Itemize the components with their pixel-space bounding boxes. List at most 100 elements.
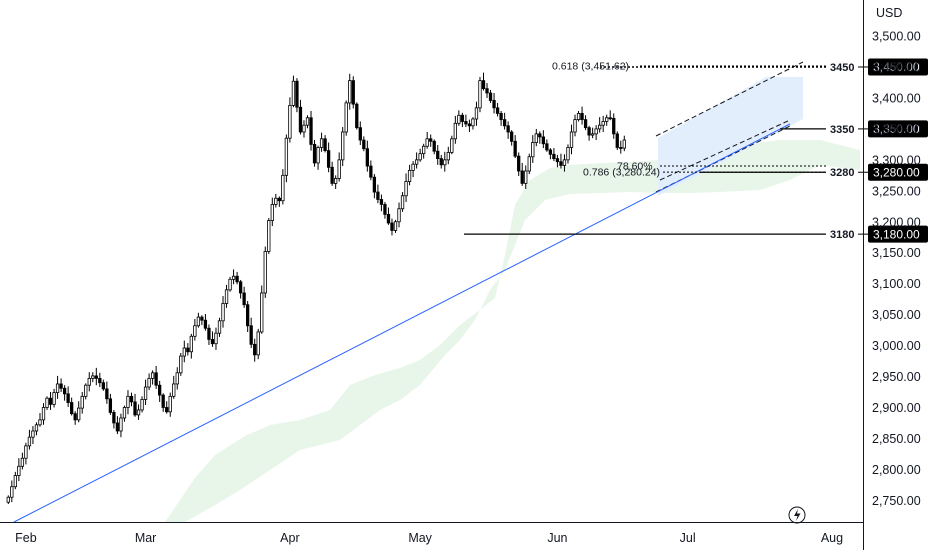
candle-body-up <box>214 332 218 345</box>
candle-body-down <box>379 199 384 205</box>
y-tick-label: 3,350.00 <box>872 122 921 136</box>
candle-body-up <box>573 119 577 133</box>
level-3180: 3180 3,180.00 <box>464 225 928 243</box>
candle-body-down <box>200 316 204 321</box>
candle-body-up <box>598 124 602 130</box>
candle-body-up <box>531 142 535 158</box>
candle-body-up <box>91 375 95 379</box>
candle <box>376 184 380 204</box>
candle-body-down <box>362 139 366 150</box>
y-tick-label: 3,100.00 <box>872 277 921 291</box>
candle <box>495 102 500 117</box>
candle-body-down <box>298 106 303 133</box>
y-tick-label: 3,200.00 <box>872 215 921 229</box>
candle <box>379 194 384 212</box>
candle <box>524 165 528 189</box>
candle <box>612 113 616 139</box>
candle <box>590 127 595 139</box>
candle <box>217 317 222 337</box>
candle-body-down <box>545 143 549 151</box>
candle <box>270 197 274 227</box>
candle <box>115 416 120 435</box>
candle-body-down <box>312 143 317 164</box>
candle-body-down <box>383 204 387 215</box>
candle <box>432 139 436 155</box>
candle-body-up <box>10 486 14 498</box>
fib-0786-label: 0.786 (3,280.24) <box>583 167 660 179</box>
candle <box>499 110 503 126</box>
candle-body-up <box>221 303 225 322</box>
candle-body-down <box>98 377 102 384</box>
axes[interactable]: USD 3,500.00 3,450.00 3,400.00 3,350.00 3,30… <box>0 0 921 550</box>
candle-body-down <box>73 413 77 421</box>
candle <box>594 125 598 141</box>
candle-body-up <box>267 220 271 252</box>
candle <box>316 145 320 170</box>
candle-body-down <box>436 150 440 160</box>
candle <box>154 366 158 389</box>
candle <box>372 174 377 199</box>
y-tick-label: 2,800.00 <box>872 463 921 477</box>
candle <box>552 148 556 162</box>
candle-body-up <box>263 251 267 294</box>
candle <box>527 153 531 175</box>
candle-body-down <box>548 149 553 155</box>
candle-body-up <box>524 170 528 184</box>
y-tick-label: 2,750.00 <box>872 494 921 508</box>
y-tick-label: 3,300.00 <box>872 153 921 167</box>
candle-body-up <box>175 372 179 385</box>
candle <box>10 480 14 503</box>
candle <box>390 218 394 236</box>
candle-body-down <box>517 155 521 172</box>
candle-body-down <box>351 80 355 105</box>
candle <box>158 380 162 402</box>
candle <box>464 114 468 128</box>
candle <box>559 153 563 169</box>
candle-body-up <box>224 289 229 304</box>
candle-body-down <box>619 147 623 149</box>
candle <box>538 131 542 144</box>
candle <box>210 331 215 347</box>
candle-body-down <box>246 304 250 327</box>
replay-icon[interactable] <box>788 506 806 524</box>
x-tick-label: Apr <box>280 531 299 545</box>
candle <box>573 114 577 137</box>
channel-fill <box>658 77 803 196</box>
candle <box>622 135 626 152</box>
trendline[interactable] <box>13 123 791 523</box>
candle-body-up <box>576 113 581 121</box>
candle <box>84 383 88 400</box>
candle-body-down <box>295 80 299 108</box>
candle-body-down <box>485 88 489 94</box>
y-tick-label: 3,400.00 <box>872 91 921 105</box>
candle-body-up <box>13 475 17 488</box>
candle <box>344 100 348 136</box>
candle <box>439 154 443 169</box>
candle <box>446 146 450 165</box>
price-badge-text: 3,450.00 <box>873 60 920 74</box>
candle <box>485 83 489 98</box>
y-tick-label: 3,250.00 <box>872 184 921 198</box>
candle <box>260 285 264 334</box>
candle-body-up <box>450 138 454 153</box>
candle <box>288 97 292 143</box>
candle <box>193 318 197 341</box>
candle-body-up <box>418 153 422 161</box>
price-levels[interactable]: 3450 3,450.00 3350 3,350.00 3280 3,280.00 3180… <box>464 58 928 243</box>
candle-body-down <box>154 372 158 386</box>
candle-body-down <box>510 131 514 142</box>
candle <box>562 154 567 172</box>
x-tick-label: Jul <box>680 531 696 545</box>
candle <box>348 73 352 110</box>
candle <box>263 246 267 298</box>
candle-body-up <box>422 145 426 155</box>
candle <box>200 315 204 326</box>
x-tick-label: Aug <box>821 531 843 545</box>
candle <box>231 269 236 285</box>
candle <box>351 76 355 109</box>
candle-body-down <box>277 197 281 202</box>
candle <box>253 338 257 362</box>
candle <box>224 284 229 308</box>
candle <box>534 128 538 147</box>
